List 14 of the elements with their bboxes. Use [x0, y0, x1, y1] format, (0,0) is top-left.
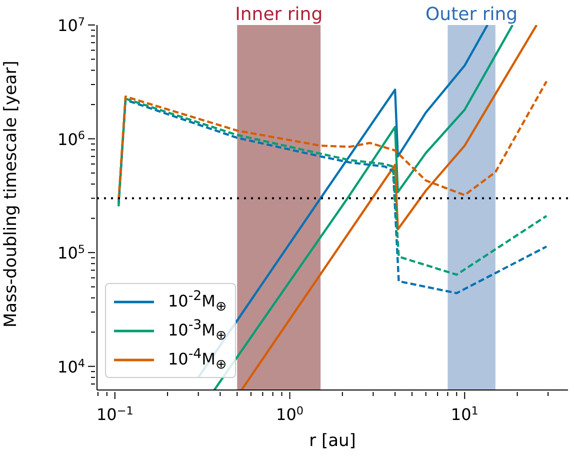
legend-label: 10$^{-2}$M$_{⊕}$: [168, 288, 227, 314]
band-label: Outer ring: [426, 4, 518, 25]
band-label: Inner ring: [235, 4, 323, 25]
x-tick-label: 10$^{0}$: [276, 404, 304, 424]
x-axis-title: r [au]: [309, 431, 356, 451]
x-tick-label: 10$^{−1}$: [96, 404, 134, 424]
y-tick-label: 10$^{4}$: [58, 356, 85, 376]
legend-label: 10$^{-3}$M$_{⊕}$: [168, 318, 227, 344]
y-tick-label: 10$^{6}$: [58, 129, 85, 149]
y-axis-title: Mass-doubling timescale [year]: [1, 60, 22, 328]
legend-label: 10$^{-4}$M$_{⊕}$: [168, 346, 227, 372]
y-tick-label: 10$^{7}$: [58, 15, 85, 35]
y-tick-label: 10$^{5}$: [58, 242, 85, 263]
x-tick-label: 10$^{1}$: [450, 404, 478, 424]
